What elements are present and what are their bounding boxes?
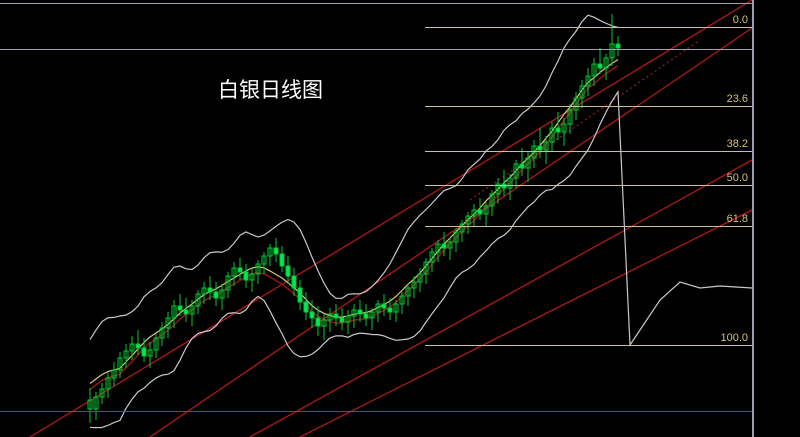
trendline-4 xyxy=(299,209,752,437)
fibonacci-level-line[interactable] xyxy=(425,345,752,346)
fibonacci-level-label: 50.0 xyxy=(726,172,748,184)
moving-average-red xyxy=(89,64,619,391)
hline-top-border xyxy=(0,3,752,4)
fibonacci-level-line[interactable] xyxy=(425,106,752,107)
trendline-3 xyxy=(249,159,752,437)
candlestick-series xyxy=(87,14,621,423)
fibonacci-level-line[interactable] xyxy=(425,226,752,227)
price-axis[interactable]: 47.71046.49045.27044.05042.83041.61040.3… xyxy=(752,0,800,437)
price-series-layer xyxy=(29,0,752,437)
hline-low-support xyxy=(0,411,752,412)
trendline-1 xyxy=(29,0,752,437)
hline-upper-reference xyxy=(0,49,752,50)
fibonacci-level-line[interactable] xyxy=(425,27,752,28)
fibonacci-level-label: 100.0 xyxy=(720,332,748,344)
axis-separator xyxy=(752,0,754,437)
fibonacci-level-line[interactable] xyxy=(425,185,752,186)
bollinger-lower-band xyxy=(89,89,752,429)
chart-plot-area[interactable]: 0.0 23.6 38.2 50.0 61.8 100.0 白银日线图 xyxy=(0,0,752,437)
trendline-2 xyxy=(149,27,752,437)
page-title: 白银日线图 xyxy=(218,78,323,102)
trendline-dotted xyxy=(469,39,701,201)
fibonacci-level-label: 61.8 xyxy=(726,213,748,225)
fibonacci-level-label: 23.6 xyxy=(726,93,748,105)
bollinger-upper-band xyxy=(89,14,619,340)
fibonacci-level-line[interactable] xyxy=(425,151,752,152)
fibonacci-level-label: 38.2 xyxy=(726,138,748,150)
fibonacci-level-label: 0.0 xyxy=(732,14,748,26)
